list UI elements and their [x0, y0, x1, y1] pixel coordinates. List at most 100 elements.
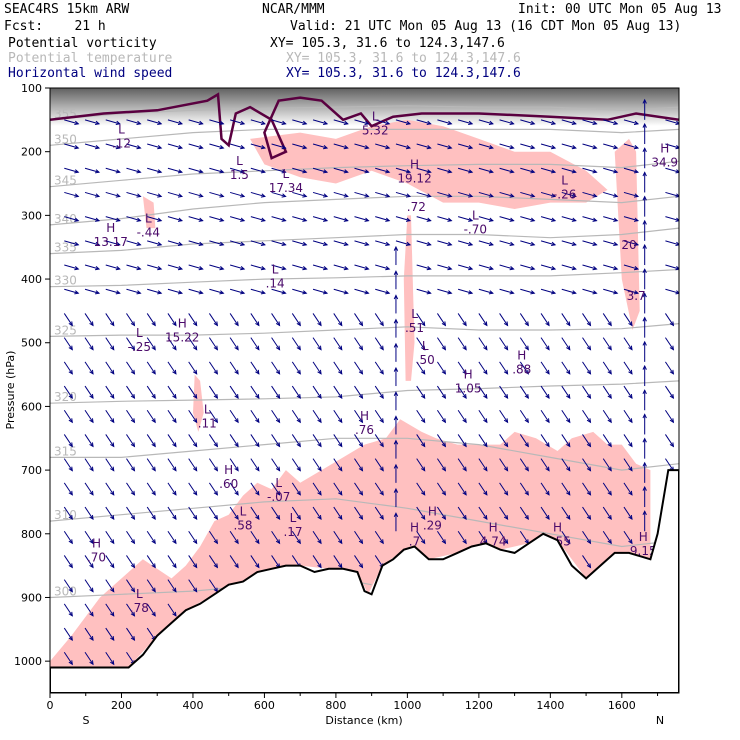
wind-vector-head: [157, 266, 163, 271]
wind-vector: [499, 119, 514, 125]
wind-vector: [167, 167, 183, 173]
wind-vector: [561, 313, 571, 326]
theta-contour: [50, 195, 679, 226]
wind-vector-head: [192, 442, 198, 448]
wind-vector-head: [115, 169, 121, 174]
wind-vector-head: [281, 193, 287, 198]
wind-vector: [250, 337, 260, 350]
wind-vector: [126, 385, 135, 399]
wind-vector: [250, 167, 265, 173]
model-title: SEAC4RS 15km ARW: [4, 2, 130, 17]
wind-vector: [64, 167, 79, 173]
wind-vector: [519, 530, 529, 544]
wind-vector: [416, 506, 426, 520]
wind-vector: [457, 119, 473, 125]
wind-vector: [188, 143, 203, 149]
pv-extremum-value: .60: [219, 477, 238, 491]
terrain-profile: [50, 469, 679, 693]
wind-vector-head: [393, 391, 399, 397]
wind-vector-head: [633, 169, 640, 174]
wind-vector-head: [385, 217, 391, 222]
wind-vector-head: [462, 369, 467, 375]
wind-vector: [457, 143, 473, 149]
wind-vector: [292, 240, 307, 246]
wind-vector: [271, 191, 286, 197]
wind-vector-head: [393, 245, 399, 251]
wind-vector-head: [441, 539, 447, 545]
wind-vector-head: [483, 321, 488, 327]
wind-vector-head: [68, 636, 73, 641]
wind-vector: [416, 530, 426, 544]
wind-vector-head: [524, 418, 529, 424]
wind-vector: [416, 409, 426, 423]
wind-vector: [188, 288, 203, 294]
wind-vector-head: [385, 193, 391, 198]
wind-vector-head: [592, 266, 598, 271]
wind-vector-head: [198, 193, 204, 198]
wind-vector: [582, 506, 591, 520]
wind-vector-head: [586, 563, 592, 569]
wind-vector: [84, 119, 100, 125]
wind-vector-head: [177, 120, 184, 126]
pv-extremum-value: 34.9: [651, 155, 678, 169]
wind-vector-head: [613, 193, 619, 198]
wind-vector: [436, 530, 446, 544]
wind-vector-head: [151, 345, 156, 351]
wind-vector-head: [503, 418, 509, 424]
wind-vector-head: [420, 321, 426, 327]
wind-vector-head: [260, 266, 266, 271]
wind-vector: [188, 385, 198, 399]
wind-vector: [146, 434, 156, 447]
wind-vector-head: [68, 490, 73, 496]
wind-vector: [499, 385, 509, 399]
pv-extremum-value: 19.12: [397, 171, 431, 185]
wind-vector: [519, 361, 529, 375]
wind-vector-head: [213, 345, 219, 351]
wind-vector: [105, 264, 120, 270]
wind-vector-head: [172, 490, 177, 496]
wind-vector: [333, 482, 343, 496]
wind-vector-head: [503, 321, 509, 327]
wind-vector-head: [177, 193, 184, 198]
wind-vector-head: [592, 169, 598, 174]
wind-vector: [602, 313, 612, 326]
wind-vector: [333, 458, 343, 471]
wind-vector-head: [488, 120, 494, 126]
wind-vector: [209, 216, 224, 222]
pv-extremum-type: L: [472, 208, 479, 222]
wind-vector: [105, 191, 120, 197]
wind-vector-head: [275, 539, 281, 545]
wind-vector-head: [669, 394, 675, 399]
pv-shaded-region: [142, 196, 156, 229]
wind-vector: [561, 167, 576, 173]
wind-vector: [540, 506, 550, 520]
wind-vector-head: [503, 539, 509, 545]
wind-vector-head: [642, 195, 647, 201]
wind-vector-head: [219, 193, 225, 198]
wind-vector: [188, 119, 203, 125]
wind-vector-head: [586, 466, 592, 472]
wind-vector-head: [379, 539, 384, 545]
wind-vector-head: [613, 217, 619, 222]
wind-vector: [354, 337, 363, 350]
wind-vector: [478, 458, 488, 471]
wind-vector: [437, 191, 452, 197]
wind-vector: [374, 458, 384, 471]
wind-vector-head: [675, 241, 679, 247]
wind-vector-head: [240, 217, 246, 222]
wind-vector-head: [110, 660, 115, 666]
wind-vector: [312, 337, 322, 350]
wind-vector-head: [296, 345, 301, 351]
wind-vector: [374, 482, 384, 496]
wind-vector: [147, 264, 162, 270]
wind-vector: [147, 119, 162, 125]
wind-vector-head: [198, 145, 204, 150]
wind-vector-head: [607, 466, 612, 472]
wind-vector-head: [302, 266, 308, 271]
wind-vector-head: [405, 193, 412, 198]
wind-vector: [457, 409, 467, 423]
wind-vector: [291, 434, 301, 447]
north-label: N: [656, 714, 664, 727]
wind-vector-head: [571, 266, 577, 271]
wind-vector: [292, 143, 307, 149]
